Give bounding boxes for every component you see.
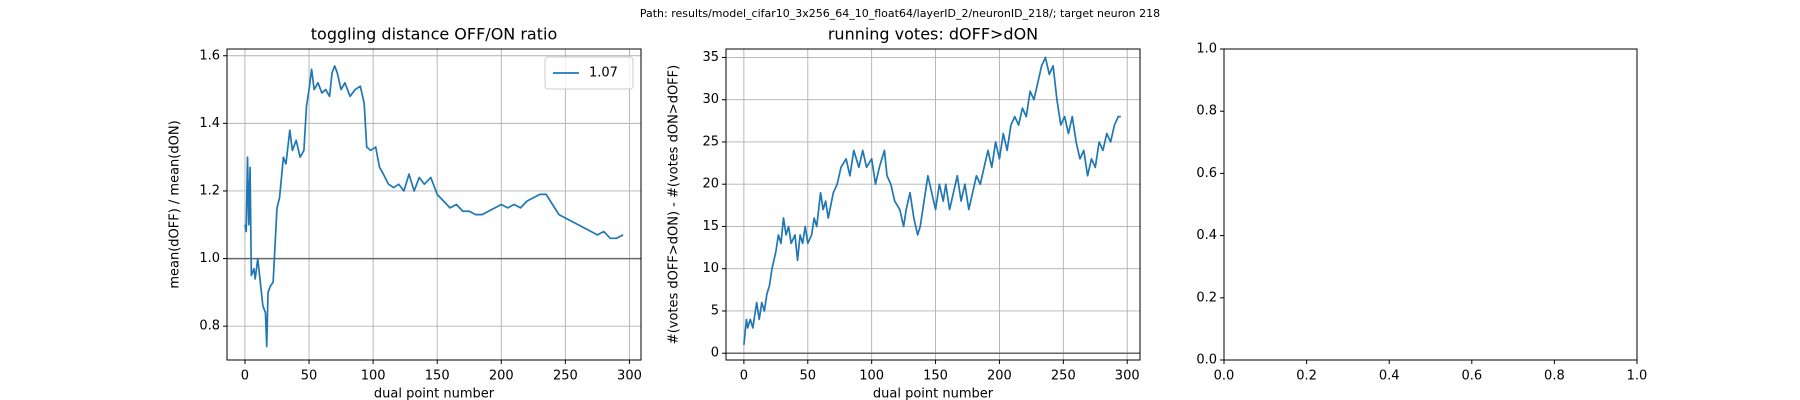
y-tick-label: 1.6 <box>199 48 220 63</box>
x-tick-label: 50 <box>800 369 817 384</box>
axes-frame <box>1223 48 1638 361</box>
y-tick-label: 15 <box>702 219 719 234</box>
axes-title: running votes: dOFF>dON <box>828 25 1038 44</box>
x-tick-label: 0.0 <box>1214 369 1235 384</box>
y-tick-label: 1.0 <box>199 251 220 266</box>
x-tick-label: 200 <box>987 369 1012 384</box>
x-axis-label: dual point number <box>374 387 495 400</box>
x-tick-label: 0.2 <box>1296 369 1317 384</box>
y-axis-label: mean(dOFF) / mean(dON) <box>168 120 183 288</box>
x-axis-label: dual point number <box>873 387 994 400</box>
x-tick-label: 200 <box>489 369 514 384</box>
figure-title: Path: results/model_cifar10_3x256_64_10_… <box>640 7 1160 20</box>
y-tick-label: 35 <box>702 50 719 65</box>
legend-label: 1.07 <box>589 66 618 81</box>
x-tick-label: 1.0 <box>1627 369 1648 384</box>
axes-title: toggling distance OFF/ON ratio <box>311 25 557 44</box>
y-tick-label: 30 <box>702 92 719 107</box>
x-tick-label: 300 <box>617 369 642 384</box>
y-tick-label: 1.4 <box>199 116 220 131</box>
axes-frame <box>226 48 642 361</box>
y-tick-label: 5 <box>711 303 719 318</box>
x-tick-label: 250 <box>553 369 578 384</box>
legend-box <box>544 56 634 90</box>
y-tick-label: 0.4 <box>1196 228 1217 243</box>
y-tick-label: 10 <box>702 261 719 276</box>
x-tick-label: 0 <box>241 369 249 384</box>
y-tick-label: 0.2 <box>1196 290 1217 305</box>
x-tick-label: 150 <box>425 369 450 384</box>
y-tick-label: 20 <box>702 177 719 192</box>
x-tick-label: 0.6 <box>1461 369 1482 384</box>
x-tick-label: 0.4 <box>1379 369 1400 384</box>
y-tick-label: 0.0 <box>1196 353 1217 368</box>
y-tick-label: 0.8 <box>1196 104 1217 119</box>
x-tick-label: 100 <box>361 369 386 384</box>
axes-frame <box>725 48 1141 361</box>
x-tick-label: 50 <box>301 369 318 384</box>
data-line <box>244 65 624 348</box>
x-tick-label: 0.8 <box>1544 369 1565 384</box>
data-line <box>743 56 1121 345</box>
y-tick-label: 1.0 <box>1196 42 1217 57</box>
x-tick-label: 150 <box>923 369 948 384</box>
y-tick-label: 0.6 <box>1196 166 1217 181</box>
y-tick-label: 1.2 <box>199 183 220 198</box>
y-tick-label: 0.8 <box>199 319 220 334</box>
x-tick-label: 100 <box>859 369 884 384</box>
y-tick-label: 0 <box>711 346 719 361</box>
x-tick-label: 300 <box>1115 369 1140 384</box>
y-tick-label: 25 <box>702 134 719 149</box>
x-tick-label: 250 <box>1051 369 1076 384</box>
x-tick-label: 0 <box>740 369 748 384</box>
y-axis-label: #(votes dOFF>dON) - #(votes dON>dOFF) <box>667 65 682 344</box>
